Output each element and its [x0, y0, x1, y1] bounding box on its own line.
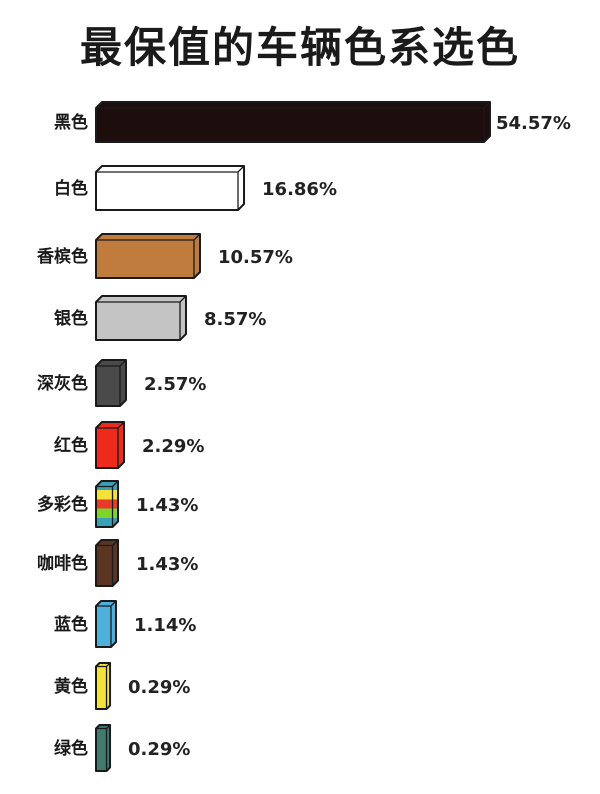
category-label: 银色 — [54, 308, 88, 329]
bar — [95, 480, 120, 528]
value-label: 54.57% — [496, 113, 571, 134]
value-label: 2.57% — [144, 374, 206, 395]
value-label: 0.29% — [128, 739, 190, 760]
bar — [95, 165, 246, 211]
bar — [95, 233, 201, 279]
bar — [95, 101, 491, 143]
bar-edge — [96, 724, 111, 771]
value-label: 16.86% — [262, 179, 337, 200]
bar — [95, 724, 112, 772]
bar — [95, 421, 126, 469]
bar — [95, 359, 127, 407]
category-label: 蓝色 — [54, 614, 88, 635]
bar-edge — [96, 539, 119, 586]
value-label: 1.14% — [134, 615, 196, 636]
bar-edge — [96, 480, 119, 527]
bar-edge — [96, 101, 491, 142]
category-label: 绿色 — [54, 738, 88, 759]
category-label: 香槟色 — [37, 246, 88, 267]
category-label: 黄色 — [54, 676, 88, 697]
bar-edge — [96, 662, 111, 709]
bar — [95, 600, 117, 648]
bar-edge — [96, 295, 187, 340]
bar-edge — [96, 233, 201, 278]
category-label: 咖啡色 — [37, 553, 88, 574]
bar-edge — [96, 600, 117, 647]
category-label: 多彩色 — [37, 494, 88, 515]
category-label: 深灰色 — [37, 373, 88, 394]
bar-edge — [96, 165, 245, 210]
bar-edge — [96, 359, 127, 406]
value-label: 1.43% — [136, 495, 198, 516]
bar-edge — [96, 421, 125, 468]
value-label: 1.43% — [136, 554, 198, 575]
value-label: 2.29% — [142, 436, 204, 457]
bar — [95, 539, 120, 587]
value-label: 10.57% — [218, 247, 293, 268]
value-label: 0.29% — [128, 677, 190, 698]
bar — [95, 295, 187, 341]
category-label: 白色 — [54, 178, 88, 199]
value-label: 8.57% — [204, 309, 266, 330]
category-label: 黑色 — [54, 112, 88, 133]
chart-title: 最保值的车辆色系选色 — [79, 23, 520, 72]
bar — [95, 662, 112, 710]
category-label: 红色 — [54, 435, 88, 456]
